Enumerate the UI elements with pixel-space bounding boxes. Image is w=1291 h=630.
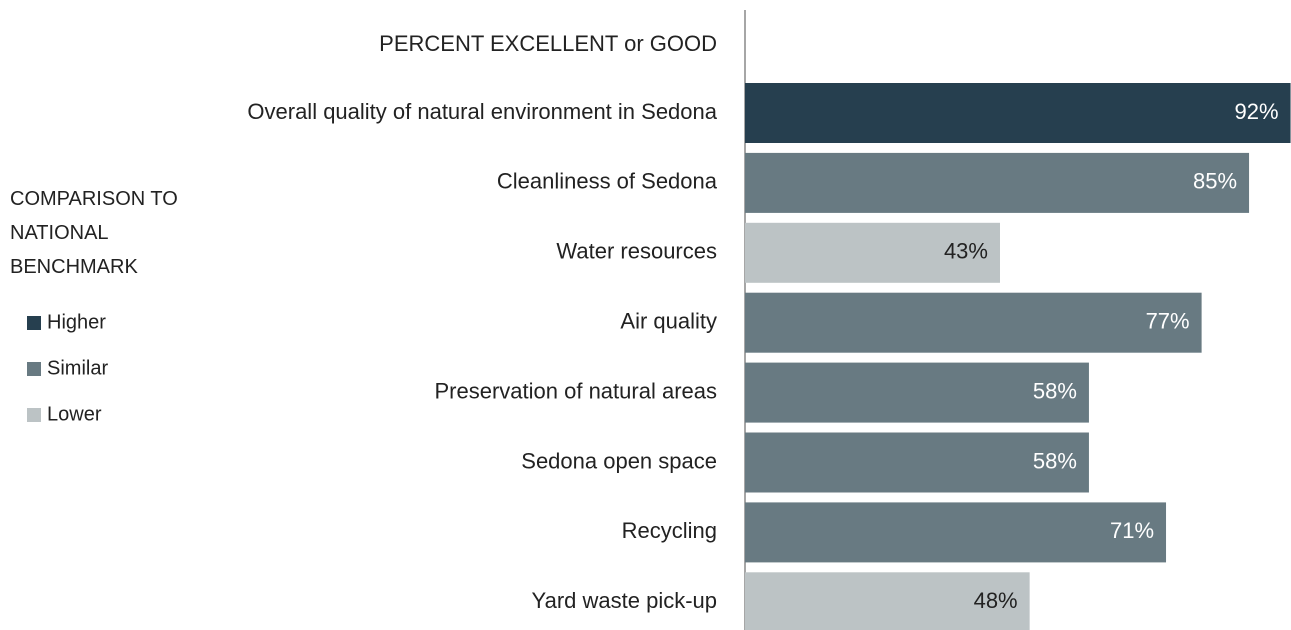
bar (745, 502, 1167, 563)
value-label: 92% (1235, 99, 1279, 124)
category-label: Water resources (556, 239, 717, 264)
bar (745, 83, 1291, 143)
category-label: Sedona open space (521, 448, 717, 473)
bar (745, 292, 1202, 353)
legend-title: COMPARISON TO NATIONAL BENCHMARK (10, 188, 178, 278)
value-label: 48% (974, 588, 1018, 613)
category-label: Yard waste pick-up (532, 588, 717, 613)
legend-swatch (27, 316, 41, 330)
category-label: Preservation of natural areas (435, 378, 718, 403)
legend-swatch (27, 362, 41, 376)
bar (745, 152, 1250, 213)
category-label: Overall quality of natural environment i… (247, 99, 717, 124)
bar (745, 362, 1089, 423)
value-label: 71% (1110, 518, 1154, 543)
legend-swatch (27, 408, 41, 422)
legend-label: Lower (47, 403, 102, 425)
bar (745, 572, 1030, 630)
legend-label: Similar (47, 357, 108, 379)
bar (745, 222, 1000, 283)
chart-title: PERCENT EXCELLENT or GOOD (379, 31, 717, 56)
legend-label: Higher (47, 311, 106, 333)
value-label: 77% (1146, 309, 1190, 334)
bar (745, 432, 1089, 493)
category-label: Air quality (620, 309, 717, 334)
value-label: 43% (944, 239, 988, 264)
value-label: 85% (1193, 169, 1237, 194)
category-label: Cleanliness of Sedona (497, 169, 718, 194)
category-label: Recycling (622, 518, 717, 543)
value-label: 58% (1033, 378, 1077, 403)
value-label: 58% (1033, 448, 1077, 473)
